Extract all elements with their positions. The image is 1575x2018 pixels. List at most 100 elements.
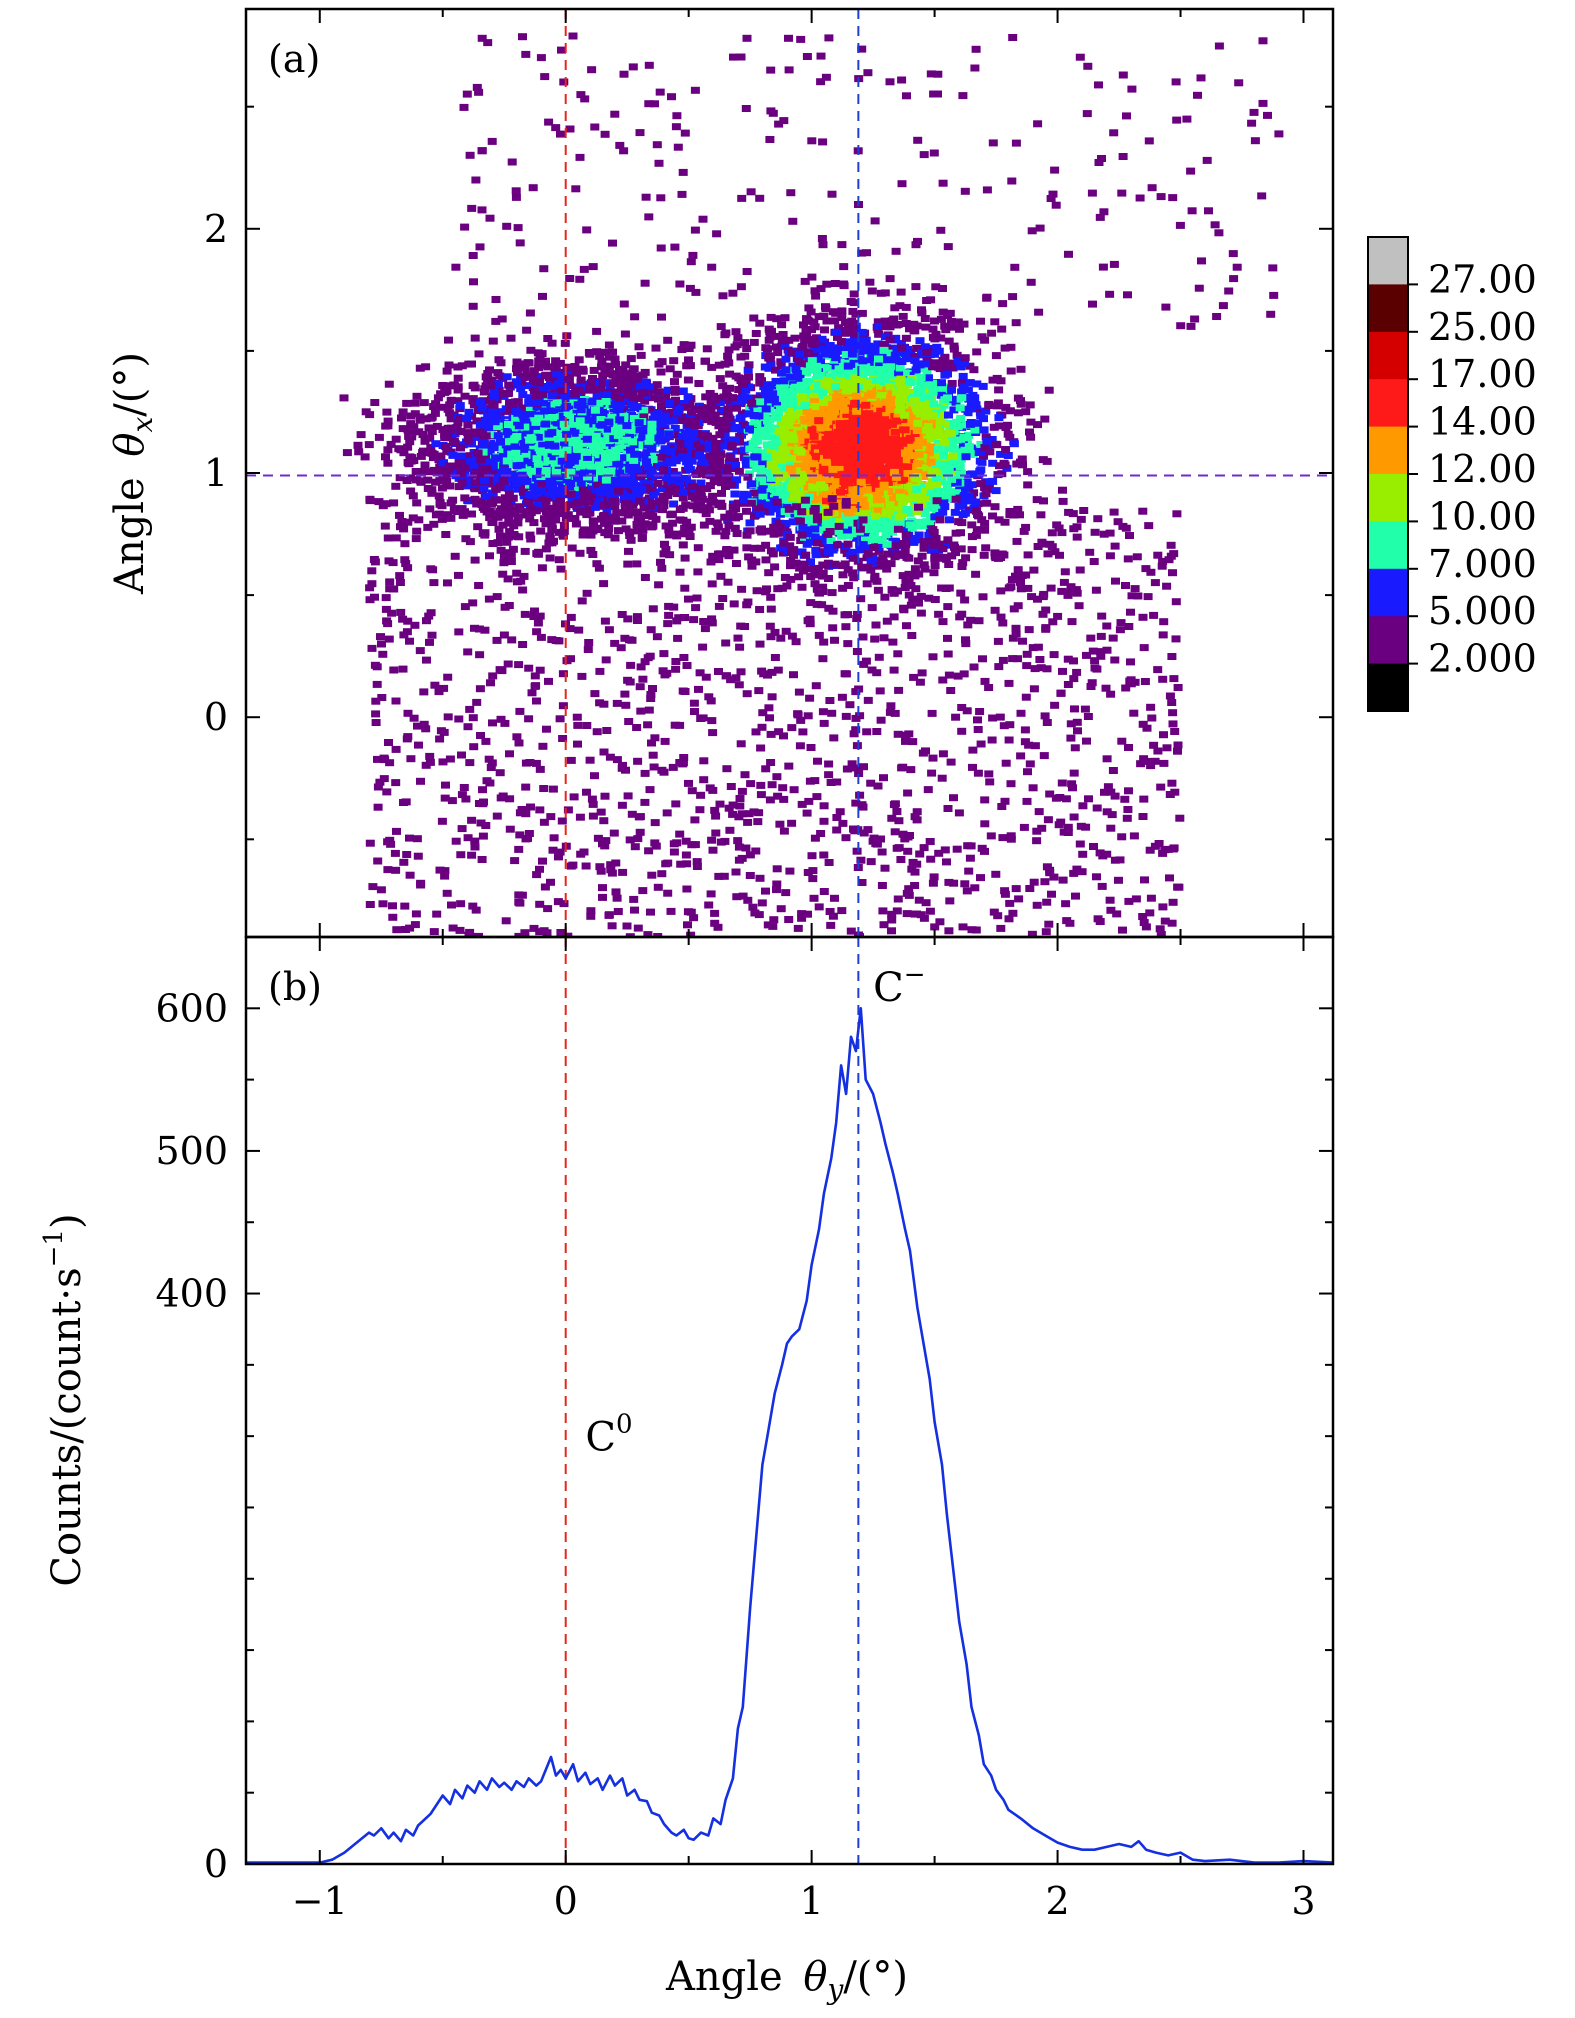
heatmap-cell (808, 348, 818, 356)
heatmap-cell (636, 473, 646, 480)
heatmap-cell (636, 351, 646, 359)
heatmap-cell (586, 424, 596, 432)
heatmap-cell (572, 499, 582, 507)
heatmap-cell (880, 317, 890, 325)
heatmap-cell (583, 473, 592, 481)
heatmap-cell (669, 500, 679, 508)
heatmap-cell (518, 488, 528, 496)
heatmap-cell (612, 509, 622, 517)
heatmap-cell (646, 502, 656, 510)
heatmap-cell (481, 492, 491, 500)
heatmap-cell (682, 474, 691, 482)
heatmap-cell (420, 461, 430, 469)
heatmap-cell (743, 366, 753, 374)
heatmap-cell (537, 488, 546, 495)
heatmap-cell (421, 363, 431, 371)
heatmap-cell (460, 508, 469, 516)
heatmap-cell (679, 343, 689, 351)
heatmap-cell (635, 382, 645, 390)
heatmap-cell (470, 428, 480, 436)
heatmap-cell (444, 361, 454, 369)
heatmap-cell (470, 479, 480, 487)
heatmap-cell (861, 544, 871, 552)
heatmap-cell (533, 433, 543, 441)
heatmap-cell (902, 430, 911, 438)
heatmap-cell (502, 457, 512, 465)
heatmap-cell (809, 318, 819, 326)
heatmap-cell (695, 485, 705, 493)
heatmap-cell (622, 481, 632, 489)
heatmap-cell (627, 369, 637, 377)
heatmap-cell (554, 478, 564, 485)
heatmap-cell (724, 522, 734, 530)
heatmap-cell (788, 401, 798, 408)
heatmap-cell (761, 388, 770, 396)
heatmap-cell (476, 456, 486, 464)
heatmap-cell (597, 409, 607, 417)
heatmap-cell (667, 459, 677, 467)
heatmap-cell (621, 485, 631, 492)
heatmap-cell (849, 290, 859, 298)
heatmap-cell (479, 439, 489, 447)
heatmap-cell (588, 375, 597, 382)
heatmap-cell (676, 449, 686, 457)
heatmap-cell (799, 321, 808, 329)
heatmap-cell (665, 365, 675, 373)
heatmap-cell (598, 468, 608, 475)
heatmap-cell (472, 500, 482, 508)
heatmap-cell (633, 527, 643, 535)
heatmap-cell (533, 470, 543, 478)
heatmap-cell (780, 523, 790, 531)
heatmap-cell (634, 438, 644, 445)
heatmap-cell (604, 437, 614, 445)
heatmap-cell (918, 397, 927, 405)
heatmap-cell (627, 383, 637, 391)
heatmap-cell (672, 532, 682, 540)
heatmap-cell (556, 433, 566, 440)
heatmap-cell (930, 350, 940, 358)
heatmap-cell (911, 283, 921, 291)
heatmap-cell (697, 415, 707, 422)
heatmap-cell (932, 343, 942, 351)
heatmap-cell (990, 318, 1000, 326)
heatmap-cell (551, 468, 561, 476)
heatmap-cell (657, 358, 667, 366)
heatmap-cell (463, 421, 473, 429)
heatmap-cell (772, 343, 781, 351)
heatmap-cell (709, 478, 719, 486)
heatmap-cell (455, 402, 465, 410)
heatmap-cell (717, 468, 727, 476)
heatmap-cell (604, 341, 614, 349)
heatmap-cell (812, 585, 822, 593)
heatmap-cell (473, 449, 483, 457)
heatmap-cell (533, 429, 543, 437)
heatmap-cell (957, 610, 967, 618)
heatmap-cell (818, 403, 828, 411)
heatmap-cell (525, 515, 535, 523)
heatmap-cell (541, 467, 551, 474)
heatmap-cell (648, 394, 657, 402)
heatmap-cell (378, 502, 388, 510)
heatmap-cell (479, 477, 489, 485)
heatmap-cell (520, 441, 529, 448)
heatmap-cell (383, 459, 393, 467)
heatmap-cell (981, 433, 991, 441)
heatmap-cell (688, 483, 698, 491)
heatmap-cell (586, 417, 596, 425)
heatmap-cell (619, 432, 629, 440)
heatmap-cell (611, 427, 620, 435)
heatmap-cell (560, 339, 570, 347)
heatmap-cell (642, 458, 651, 466)
heatmap-cell (587, 469, 596, 477)
heatmap-cell (514, 454, 524, 462)
heatmap-cell (833, 333, 842, 341)
heatmap-cell (522, 382, 532, 390)
heatmap-cell (539, 402, 549, 410)
heatmap-cell (483, 376, 493, 384)
heatmap-cell (958, 372, 968, 380)
heatmap-cell (974, 512, 984, 520)
heatmap-cell (952, 351, 962, 359)
heatmap-cell (410, 399, 420, 407)
heatmap-cell (945, 309, 955, 317)
heatmap-cell (534, 357, 544, 365)
